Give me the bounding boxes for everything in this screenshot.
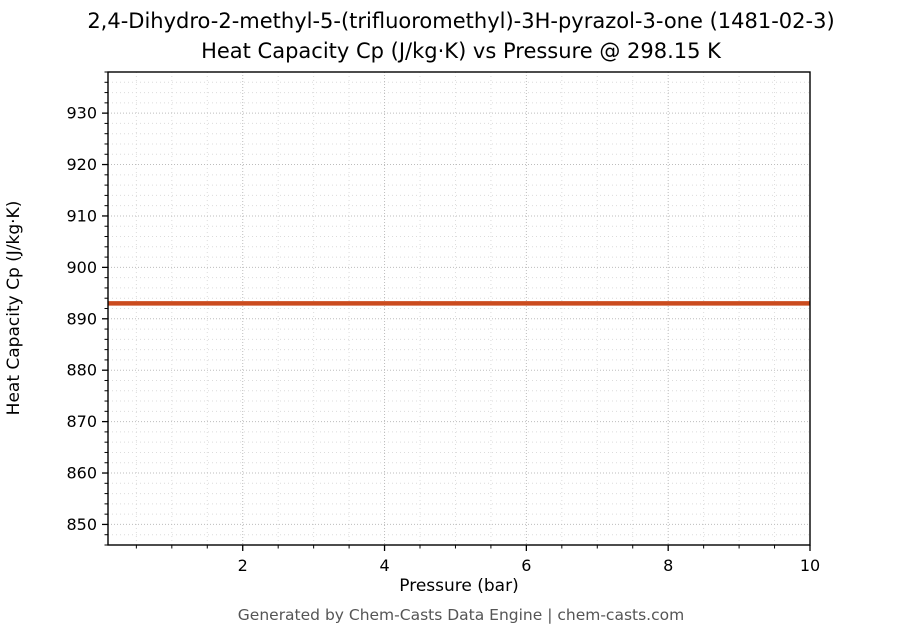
footer-credit: Generated by Chem-Casts Data Engine | ch…	[237, 606, 685, 624]
y-tick-label: 860	[66, 464, 97, 483]
y-tick-label: 880	[66, 361, 97, 380]
chart-title-line1: 2,4-Dihydro-2-methyl-5-(trifluoromethyl)…	[87, 9, 835, 33]
y-tick-label: 900	[66, 258, 97, 277]
x-tick-label: 2	[238, 556, 248, 575]
y-tick-label: 850	[66, 515, 97, 534]
x-tick-label: 4	[379, 556, 389, 575]
x-tick-label: 6	[521, 556, 531, 575]
x-tick-label: 10	[800, 556, 820, 575]
y-tick-label: 890	[66, 309, 97, 328]
y-axis-label: Heat Capacity Cp (J/kg·K)	[4, 200, 24, 416]
y-tick-label: 870	[66, 412, 97, 431]
y-tick-label: 930	[66, 104, 97, 123]
y-tick-label: 920	[66, 155, 97, 174]
chart-title-line2: Heat Capacity Cp (J/kg·K) vs Pressure @ …	[201, 39, 721, 63]
x-tick-label: 8	[663, 556, 673, 575]
x-axis-label: Pressure (bar)	[399, 576, 519, 596]
y-tick-label: 910	[66, 206, 97, 225]
chart-title: 2,4-Dihydro-2-methyl-5-(trifluoromethyl)…	[0, 6, 922, 66]
